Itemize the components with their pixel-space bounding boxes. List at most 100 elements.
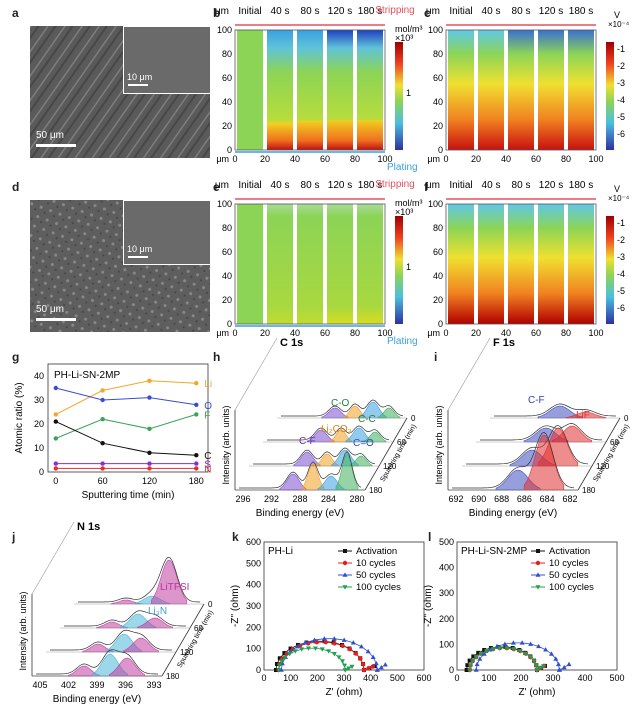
map-y-tick: 60 [433, 247, 443, 257]
map-x-tick: 0 [443, 328, 448, 338]
data-point-3 [470, 659, 476, 664]
data-point-F [100, 417, 105, 422]
map-column-3 [508, 204, 534, 324]
x-tick-label: 0 [454, 673, 459, 683]
legend-marker [535, 585, 541, 590]
x-tick-label: 692 [448, 494, 463, 504]
data-point-3 [287, 651, 293, 657]
y-tick-label: 20 [34, 419, 44, 429]
series-line-F [55, 413, 197, 439]
data-point-3 [468, 663, 474, 669]
map-column-header: 40 s [482, 6, 501, 17]
data-point-3 [473, 655, 479, 660]
map-y-tick: 40 [222, 271, 232, 281]
map-unit-label: μm [215, 6, 229, 17]
legend-label: 100 cycles [549, 582, 594, 593]
atomic-ratio-chart: PH-Li-SN-2MP 0 10 20 30 40 0 60 120 180 Sputtering… [14, 363, 212, 501]
data-point-2 [502, 641, 508, 646]
x-axis-label: Binding energy (eV) [256, 508, 344, 519]
legend-label: Activation [549, 546, 590, 557]
panel-label-a: a [12, 6, 19, 20]
xps-peak-2-3 [363, 431, 387, 443]
x-tick-label: 686 [517, 494, 532, 504]
series-label: F [204, 410, 210, 421]
map-column-header: 180 s [569, 180, 593, 191]
data-point-1 [353, 651, 359, 656]
peak-annotation: C-F [299, 436, 316, 447]
map-y-tick: 60 [222, 73, 232, 83]
map-x-tick: 100 [588, 328, 603, 338]
x-tick-label: 690 [471, 494, 486, 504]
map-frame [234, 29, 386, 151]
data-point-0 [488, 646, 493, 651]
data-point-S [100, 461, 105, 466]
data-point-2 [566, 661, 572, 667]
data-point-C [194, 453, 199, 458]
legend-marker [535, 572, 541, 577]
legend-marker [343, 549, 347, 553]
map-x-tick: 0 [232, 154, 237, 164]
legend-label: 10 cycles [356, 558, 396, 569]
nyquist-chart-ph-li: PH-Li 0 100 200 300 400 500 600 0 100 200 300 400 500… [230, 537, 432, 698]
peak-annotation: C=O [353, 438, 374, 449]
map-column-header: Initial [238, 6, 261, 17]
map-x-tick: 60 [531, 154, 541, 164]
map-column-header: 180 s [358, 180, 382, 191]
map-x-tick: 100 [377, 154, 392, 164]
map-x-tick: 60 [320, 154, 330, 164]
series-line-C [55, 421, 197, 456]
map-y-tick: 60 [222, 247, 232, 257]
y-tick-label: 200 [246, 622, 261, 632]
map-x-tick: 100 [588, 154, 603, 164]
xps-envelope-2 [64, 610, 186, 627]
map-column-1 [448, 204, 474, 324]
data-point-2 [341, 637, 347, 642]
data-point-Li [194, 381, 199, 386]
map-x-tick: 80 [561, 154, 571, 164]
map-y-tick: 80 [222, 223, 232, 233]
concentration-map-b: Initial 40 s 80 s 120 s 180 sμm Stripping1008… [215, 5, 423, 173]
colorbar-tick: -4 [617, 269, 625, 279]
data-point-1 [366, 666, 371, 671]
data-point-3 [276, 663, 282, 669]
data-point-O [194, 402, 199, 407]
map-x-unit: μm [427, 154, 440, 164]
x-axis-label: Z' (ohm) [519, 687, 556, 698]
scale-label-a: 50 μm [36, 130, 64, 141]
map-column-5 [568, 204, 594, 324]
data-point-3 [349, 664, 355, 670]
data-point-3 [319, 647, 325, 652]
data-point-2 [555, 661, 561, 667]
xps-peak-3-3 [377, 407, 401, 419]
data-point-2 [519, 640, 525, 645]
map-column-1 [237, 204, 263, 324]
map-unit-label: μm [426, 180, 440, 191]
data-point-3 [497, 646, 503, 651]
xps-peak-0-3 [335, 453, 359, 491]
fit-line-0 [466, 646, 546, 671]
data-point-2 [473, 667, 479, 672]
series-label: S [204, 460, 211, 471]
colorbar-tick: -5 [617, 112, 625, 122]
map-y-tick: 40 [222, 97, 232, 107]
x-tick-label: 393 [146, 680, 161, 690]
peak-annotation: Li₃N [148, 606, 167, 617]
plot-frame [47, 363, 209, 473]
legend-marker [535, 560, 541, 566]
xps-envelope-0 [239, 451, 362, 489]
map-x-tick: 20 [260, 328, 270, 338]
map-column-1 [237, 30, 263, 150]
map-column-5 [357, 30, 383, 150]
map-x-tick: 40 [290, 328, 300, 338]
x-tick-label: 120 [142, 476, 157, 486]
x-tick-label: 100 [481, 673, 496, 683]
map-column-2 [267, 30, 293, 150]
map-column-4 [538, 204, 564, 324]
xps-peak-3-1 [565, 411, 607, 419]
data-point-2 [481, 651, 487, 656]
map-y-tick: 20 [222, 295, 232, 305]
data-point-C [147, 450, 152, 455]
data-point-1 [361, 667, 367, 673]
data-point-1 [370, 664, 375, 669]
data-point-3 [282, 655, 288, 660]
